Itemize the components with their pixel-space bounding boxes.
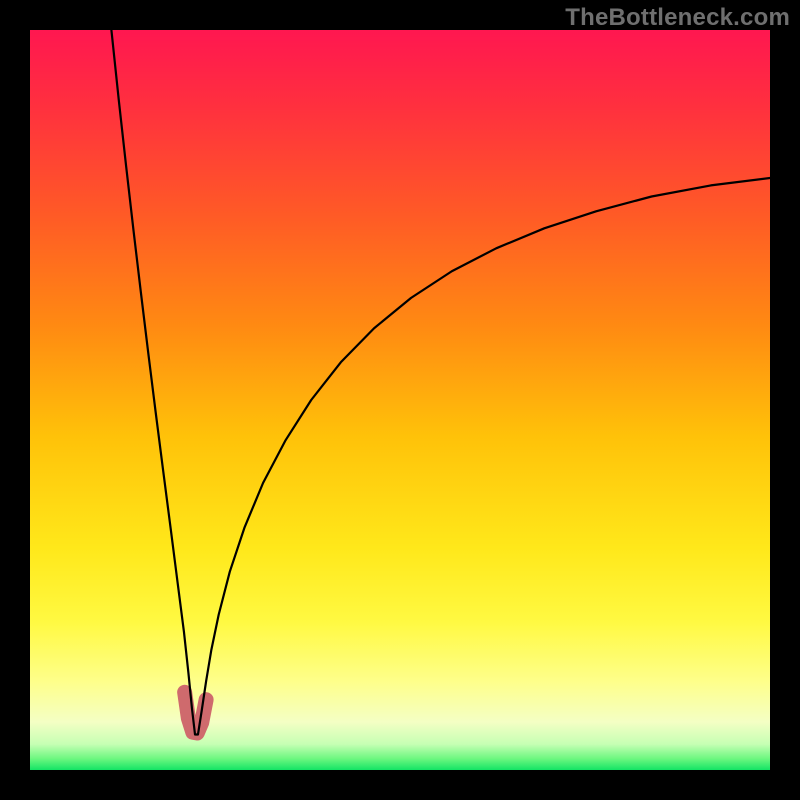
chart-stage: TheBottleneck.com (0, 0, 800, 800)
watermark-text: TheBottleneck.com (565, 4, 790, 32)
chart-svg (0, 0, 800, 800)
chart-background (30, 30, 770, 770)
